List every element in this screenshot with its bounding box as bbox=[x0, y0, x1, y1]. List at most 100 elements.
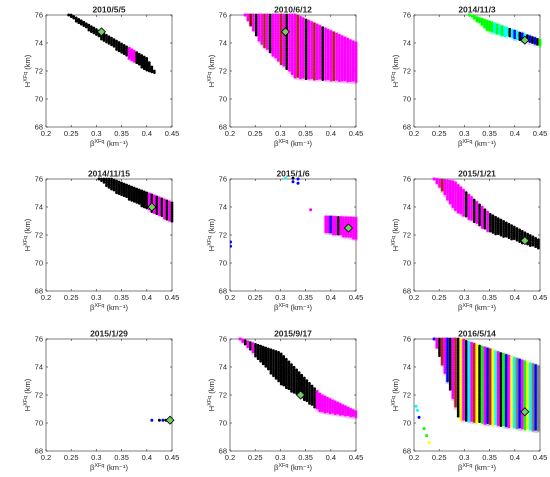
data-point bbox=[338, 79, 341, 83]
y-tick-label: 70 bbox=[35, 419, 43, 428]
data-point bbox=[165, 217, 169, 221]
data-point bbox=[125, 195, 128, 199]
data-point bbox=[324, 77, 327, 81]
data-point bbox=[336, 411, 340, 415]
data-point bbox=[272, 374, 275, 378]
data-point bbox=[107, 186, 111, 189]
data-point bbox=[454, 208, 457, 212]
y-tick-label: 76 bbox=[403, 11, 411, 20]
data-point bbox=[338, 413, 342, 416]
x-tick-label: 0.4 bbox=[326, 453, 336, 462]
data-point bbox=[510, 424, 513, 428]
y-tick-label: 74 bbox=[35, 363, 43, 372]
y-tick-label: 72 bbox=[35, 67, 43, 76]
data-point bbox=[158, 213, 161, 216]
data-point bbox=[279, 382, 283, 386]
x-tick-label: 0.45 bbox=[349, 453, 364, 462]
y-tick-label: 72 bbox=[219, 67, 227, 76]
data-point bbox=[503, 34, 507, 38]
plot-area bbox=[97, 177, 174, 224]
data-point bbox=[341, 412, 345, 416]
data-point bbox=[241, 340, 245, 343]
data-point bbox=[307, 76, 311, 80]
data-point bbox=[435, 346, 439, 349]
data-point bbox=[132, 59, 136, 63]
data-point bbox=[478, 20, 481, 24]
best-fit-diamond bbox=[520, 407, 530, 417]
data-point bbox=[135, 61, 139, 65]
data-point bbox=[264, 365, 268, 368]
data-point bbox=[115, 191, 118, 195]
data-point bbox=[97, 177, 101, 181]
data-point bbox=[315, 406, 319, 410]
data-point bbox=[92, 31, 96, 35]
data-point bbox=[95, 33, 98, 36]
data-point bbox=[347, 234, 350, 238]
data-point bbox=[486, 229, 489, 232]
data-point bbox=[456, 414, 460, 418]
x-tick-label: 0.25 bbox=[432, 453, 447, 462]
data-point bbox=[153, 211, 156, 215]
x-tick-label: 0.45 bbox=[349, 129, 364, 138]
y-tick-label: 72 bbox=[35, 231, 43, 240]
subplot: 0.2 0.25 0.3 0.35 0.4 0.4568707274762015/1/6β… bbox=[207, 169, 363, 313]
data-point bbox=[318, 77, 322, 80]
data-point bbox=[342, 234, 345, 238]
data-point bbox=[308, 402, 311, 405]
data-point bbox=[147, 69, 151, 73]
y-tick-label: 68 bbox=[219, 447, 227, 456]
data-point bbox=[301, 76, 305, 79]
y-tick-label: 70 bbox=[35, 95, 43, 104]
x-tick-label: 0.35 bbox=[114, 293, 129, 302]
data-point bbox=[246, 18, 250, 22]
data-point bbox=[464, 214, 468, 218]
y-axis-label: HXFq (km) bbox=[391, 218, 400, 251]
data-point bbox=[160, 214, 164, 217]
data-point bbox=[448, 201, 452, 205]
data-point bbox=[261, 362, 265, 366]
subplot-title: 2015/9/17 bbox=[274, 329, 312, 339]
data-point bbox=[120, 193, 123, 197]
x-tick-label: 0.45 bbox=[165, 293, 180, 302]
data-point bbox=[528, 244, 532, 247]
y-axis-label: HXFq (km) bbox=[391, 54, 400, 87]
data-point bbox=[254, 33, 258, 37]
data-point bbox=[349, 414, 352, 418]
data-point bbox=[238, 337, 242, 341]
x-tick-label: 0.25 bbox=[432, 129, 447, 138]
data-point bbox=[446, 197, 449, 201]
best-fit-diamond bbox=[343, 223, 354, 233]
data-point bbox=[254, 354, 257, 358]
data-point bbox=[127, 57, 131, 60]
x-tick-label: 0.3 bbox=[459, 129, 469, 138]
data-point bbox=[349, 79, 352, 83]
data-point bbox=[122, 52, 126, 56]
data-point bbox=[246, 345, 250, 349]
data-point bbox=[282, 64, 286, 67]
data-point bbox=[150, 70, 154, 74]
data-point bbox=[505, 33, 509, 37]
subplot-title: 2015/1/29 bbox=[90, 329, 128, 339]
data-point bbox=[351, 414, 355, 417]
subplot: 0.2 0.25 0.3 0.35 0.4 0.4568707274762014/11/1… bbox=[23, 169, 179, 313]
plot-area bbox=[467, 13, 542, 48]
data-point bbox=[277, 379, 280, 383]
x-tick-label: 0.35 bbox=[298, 129, 313, 138]
data-point bbox=[84, 25, 88, 29]
x-tick-label: 0.4 bbox=[142, 129, 152, 138]
data-point bbox=[499, 424, 503, 428]
data-point bbox=[87, 28, 91, 32]
data-point bbox=[140, 65, 144, 69]
data-point bbox=[438, 185, 441, 188]
x-tick-label: 0.2 bbox=[41, 129, 51, 138]
data-point bbox=[249, 23, 253, 27]
data-point bbox=[331, 411, 334, 414]
data-point bbox=[528, 40, 532, 43]
y-tick-label: 76 bbox=[35, 175, 43, 184]
plot-area bbox=[242, 13, 358, 85]
y-axis-label: HXFq (km) bbox=[23, 378, 32, 411]
plot-area bbox=[414, 337, 541, 445]
x-tick-label: 0.45 bbox=[165, 129, 180, 138]
x-tick-label: 0.3 bbox=[275, 293, 285, 302]
plot-area bbox=[432, 177, 540, 250]
